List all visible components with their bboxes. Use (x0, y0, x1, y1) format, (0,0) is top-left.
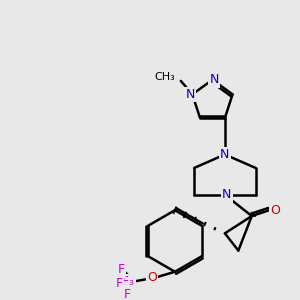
Text: F: F (123, 288, 130, 300)
Text: O: O (147, 271, 157, 284)
Text: N: N (186, 88, 195, 101)
Text: N: N (210, 73, 219, 86)
Text: F: F (116, 277, 123, 290)
Text: N: N (222, 188, 232, 201)
Text: O: O (270, 204, 280, 217)
Text: CH₃: CH₃ (154, 72, 175, 82)
Text: CF₃: CF₃ (114, 275, 135, 288)
Text: N: N (220, 148, 230, 161)
Text: F: F (118, 263, 125, 276)
Polygon shape (252, 212, 256, 216)
